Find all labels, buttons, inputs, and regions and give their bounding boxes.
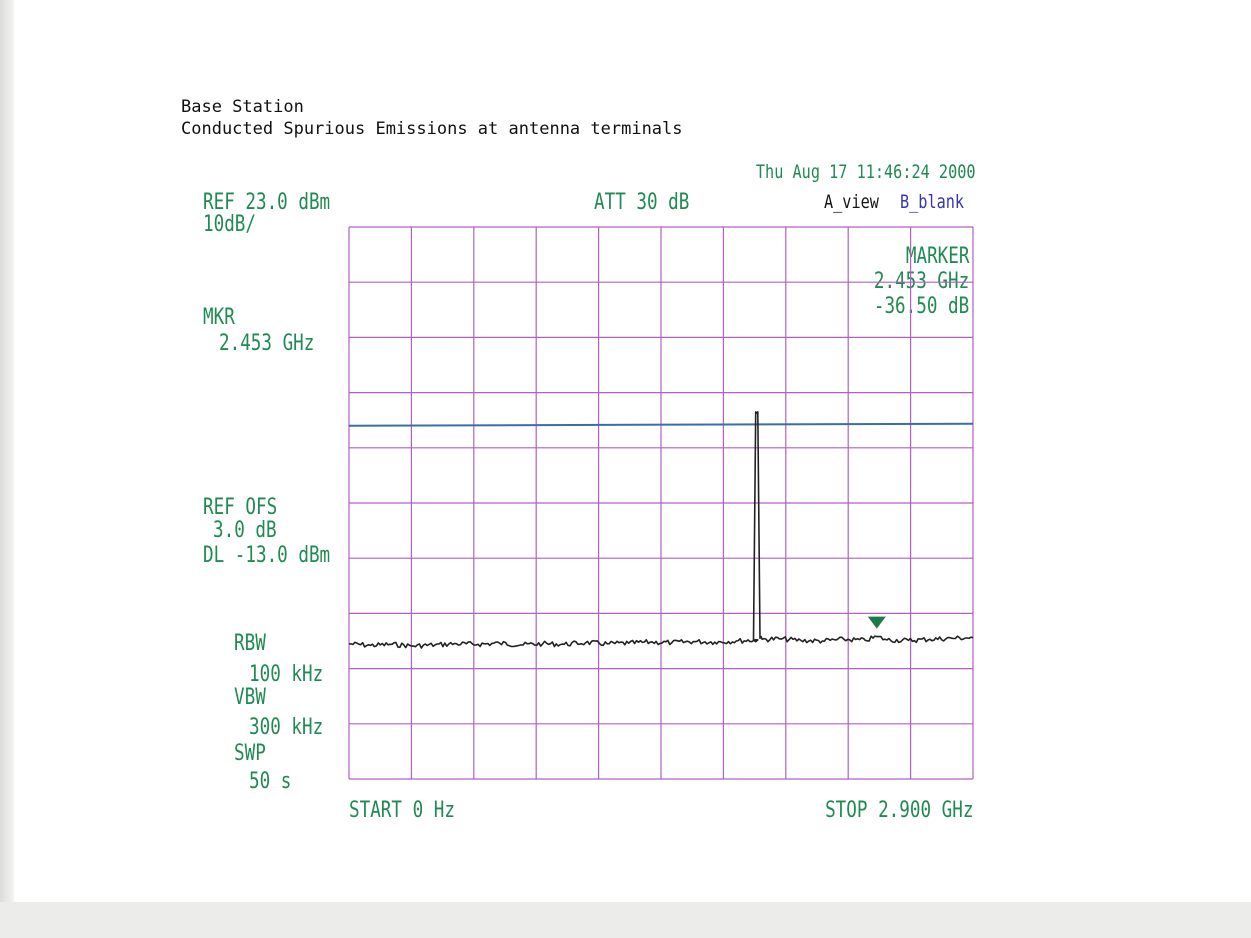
rbw-value: 100 kHz [249,662,324,687]
marker-box-freq: 2.453 GHz [873,269,969,294]
ref-level-label: REF 23.0 dBm [203,190,331,215]
rbw-label: RBW [234,631,266,656]
trace-a-label: A_view [824,191,879,213]
swp-label: SWP [234,741,266,766]
printout-paper [14,0,1251,902]
display-line [348,422,974,427]
scale-label: 10dB/ [203,212,256,237]
swp-value: 50 s [249,769,292,794]
chart-title: Base Station [181,97,304,117]
vbw-value: 300 kHz [249,715,324,740]
ref-offset-value: 3.0 dB [213,518,277,543]
paper-shadow [0,0,14,938]
mkr-freq: 2.453 GHz [219,331,315,356]
start-frequency: START 0 Hz [349,798,455,823]
graticule [348,226,974,780]
scanner-bed-strip [0,902,1251,938]
ref-offset-label: REF OFS [203,495,278,520]
mkr-label: MKR [203,305,235,330]
marker-box-label: MARKER [905,244,969,269]
spectrum-trace-series-1 [348,411,974,649]
marker-box-level: -36.50 dB [873,294,969,319]
stop-frequency: STOP 2.900 GHz [824,798,973,823]
attenuation-label: ATT 30 dB [594,190,690,215]
display-line-layer [348,422,974,427]
timestamp: Thu Aug 17 11:46:24 2000 [756,161,976,183]
vbw-label: VBW [234,685,266,710]
trace-b-label: B_blank [900,191,965,213]
display-line-label: DL -13.0 dBm [203,543,331,568]
chart-subtitle: Conducted Spurious Emissions at antenna … [181,119,683,139]
marker-layer [867,616,886,629]
marker-triangle-icon [867,616,886,629]
trace-layer [348,411,974,649]
